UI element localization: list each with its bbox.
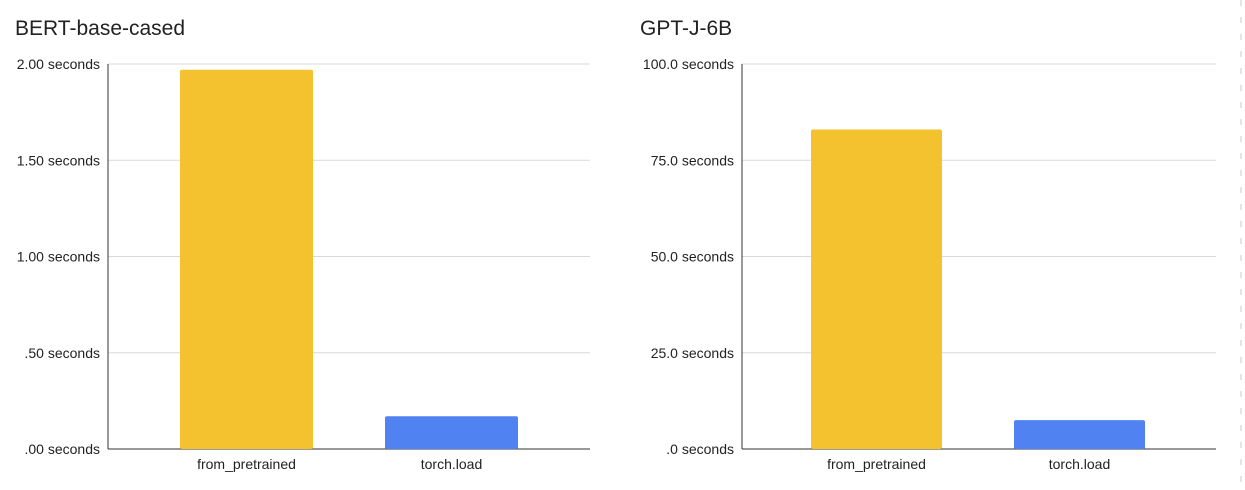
chart-bert-base-cased: BERT-base-cased .00 seconds .50 seconds 1.… <box>15 17 590 472</box>
chart-title: BERT-base-cased <box>15 17 185 40</box>
y-tick-label: 1.50 seconds <box>17 152 100 168</box>
x-category-labels: from_pretrained torch.load <box>827 456 1110 472</box>
x-category-label: from_pretrained <box>197 456 296 472</box>
y-tick-labels: .00 seconds .50 seconds 1.00 seconds 1.50 s… <box>17 56 100 457</box>
y-tick-label: .50 seconds <box>25 345 101 361</box>
y-tick-label: 1.00 seconds <box>17 249 100 265</box>
bar-torch-load <box>1014 420 1145 449</box>
bar-from-pretrained <box>180 69 313 450</box>
bar-from-pretrained <box>811 129 942 449</box>
y-tick-label: 50.0 seconds <box>651 249 734 265</box>
x-category-labels: from_pretrained torch.load <box>197 456 482 472</box>
x-category-label: from_pretrained <box>827 456 926 472</box>
chart-title: GPT-J-6B <box>640 17 732 40</box>
y-tick-labels: .0 seconds 25.0 seconds 50.0 seconds 75.0 s… <box>643 56 734 457</box>
bars <box>811 129 1145 449</box>
y-tick-label: 2.00 seconds <box>17 56 100 72</box>
x-category-label: torch.load <box>1049 456 1110 472</box>
bar-torch-load <box>385 416 518 449</box>
y-tick-label: .0 seconds <box>666 441 734 457</box>
chart-gpt-j-6b: GPT-J-6B .0 seconds 25.0 seconds 50.0 seco… <box>640 17 1216 472</box>
y-tick-label: 100.0 seconds <box>643 56 734 72</box>
y-tick-label: 75.0 seconds <box>651 152 734 168</box>
y-tick-label: .00 seconds <box>25 441 101 457</box>
bars <box>180 69 518 450</box>
x-category-label: torch.load <box>421 456 482 472</box>
edge-dash-decoration <box>1240 0 1242 490</box>
y-tick-label: 25.0 seconds <box>651 345 734 361</box>
